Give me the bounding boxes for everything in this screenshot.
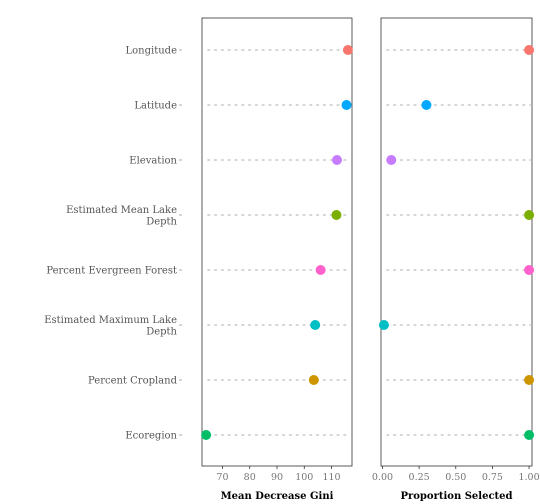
x-tick-label: 90	[271, 472, 283, 483]
x-tick-label: 70	[216, 472, 228, 483]
category-label-line: Latitude	[134, 101, 177, 112]
x-tick-label: 0.50	[445, 472, 466, 483]
category-label-line: Ecoregion	[125, 431, 177, 442]
x-tick-label: 110	[322, 472, 340, 483]
category-label-line: Depth	[146, 216, 177, 227]
category-label: Percent Evergreen Forest	[46, 266, 177, 277]
data-point	[315, 265, 326, 275]
panel-frame	[201, 17, 353, 467]
category-label-line: Estimated Maximum Lake	[44, 315, 177, 326]
x-tick-label: 100	[295, 472, 313, 483]
panel-frame	[380, 17, 533, 467]
category-label: Estimated Maximum Lake Depth	[44, 315, 177, 338]
data-point	[310, 320, 321, 330]
category-label-line: Longitude	[126, 46, 178, 57]
x-tick-label: 1.00	[518, 472, 539, 483]
data-point	[421, 100, 432, 110]
category-label: Elevation	[129, 156, 177, 167]
data-point	[524, 265, 535, 275]
data-point	[524, 375, 535, 385]
data-point	[524, 45, 535, 55]
data-point	[342, 45, 353, 55]
data-point	[378, 320, 389, 330]
x-tick-label: 0.75	[482, 472, 503, 483]
data-point	[524, 210, 535, 220]
category-label-line: Elevation	[129, 156, 177, 167]
x-tick-label: 0.00	[372, 472, 393, 483]
data-point	[308, 375, 319, 385]
data-point	[386, 155, 397, 165]
category-label: Latitude	[134, 101, 177, 112]
data-point	[331, 210, 342, 220]
data-point	[341, 100, 352, 110]
category-label-line: Depth	[146, 326, 177, 337]
category-label: Ecoregion	[125, 431, 177, 442]
data-point	[332, 155, 342, 165]
x-tick-label: 0.25	[409, 472, 430, 483]
category-label-line: Percent Cropland	[88, 376, 178, 387]
data-point	[524, 430, 535, 440]
x-axis-title: Proportion Selected	[400, 491, 512, 502]
data-point	[201, 430, 212, 440]
category-label: Longitude	[126, 46, 178, 57]
category-label-line: Percent Evergreen Forest	[46, 266, 177, 277]
category-label-line: Estimated Mean Lake	[66, 205, 177, 216]
x-axis-title: Mean Decrease Gini	[221, 491, 334, 502]
x-tick-label: 80	[244, 472, 256, 483]
category-label: Estimated Mean Lake Depth	[66, 205, 177, 228]
category-label: Percent Cropland	[88, 376, 178, 387]
